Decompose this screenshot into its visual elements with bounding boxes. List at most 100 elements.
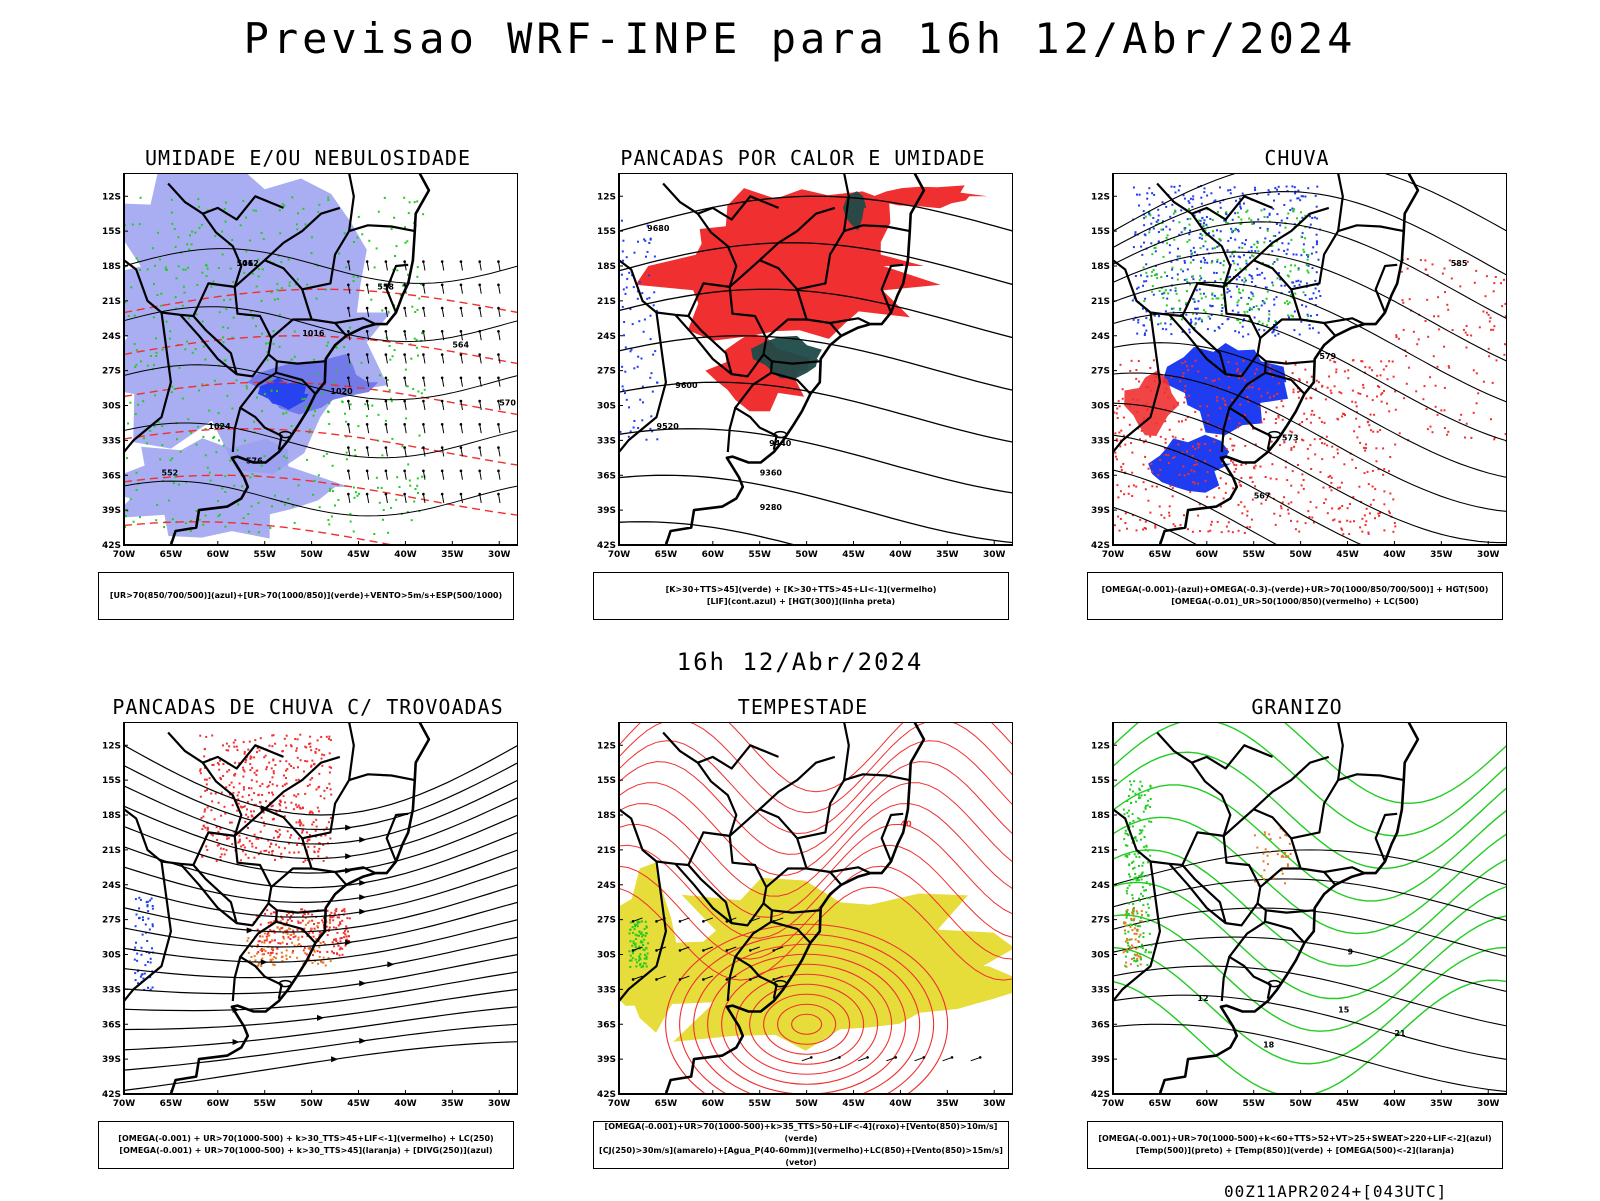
temp850-green	[1127, 795, 1130, 797]
wind-vector-head	[365, 283, 369, 287]
wind850-green	[634, 946, 637, 949]
thunder-red	[303, 770, 305, 773]
humidity-green	[377, 486, 379, 489]
temp850-green	[1135, 800, 1137, 803]
omega-blue	[1226, 318, 1229, 321]
thunder-orange	[263, 941, 266, 944]
wind-vector-head	[478, 423, 481, 426]
temp850-green	[1130, 881, 1133, 884]
omega-red	[1361, 530, 1364, 533]
humidity-green	[242, 199, 245, 202]
omega-blue	[1191, 205, 1194, 208]
temp850-contour	[1112, 849, 1507, 967]
omega-green	[1243, 281, 1246, 283]
omega-red	[1382, 473, 1385, 476]
wind850-green	[643, 949, 646, 952]
omega-red	[1187, 369, 1189, 372]
omega-blue	[1224, 219, 1227, 222]
thunder-red	[339, 937, 342, 940]
thunder-red	[199, 769, 202, 772]
omega-green	[1290, 314, 1293, 317]
thunder-red	[309, 745, 312, 748]
thunder-red	[222, 744, 224, 747]
humidity-green	[224, 475, 227, 478]
humidity-green	[341, 400, 344, 403]
temp850-green	[1123, 813, 1126, 816]
thunder-red	[227, 749, 230, 752]
thunder-red	[236, 809, 239, 812]
omega-red	[1227, 375, 1230, 377]
wind-vector	[422, 424, 426, 434]
hgt500-contour	[1112, 221, 1507, 320]
divg-blue	[142, 919, 144, 921]
humidity-green	[253, 420, 256, 423]
omega-blue	[1285, 185, 1288, 188]
omega-red	[1394, 525, 1397, 528]
omega-red	[1254, 464, 1257, 467]
omega-green	[1245, 259, 1248, 262]
thunder-orange	[271, 958, 274, 961]
temp850-green	[1126, 833, 1129, 835]
thunder-red	[300, 929, 303, 932]
lat-tick-label: 27S	[1091, 916, 1110, 926]
omega-blue	[1186, 218, 1189, 221]
omega-red	[1198, 443, 1201, 446]
temp850-green	[1135, 839, 1138, 842]
omega-blue	[1272, 207, 1275, 210]
divg-blue	[134, 946, 137, 949]
thunder-red	[244, 761, 247, 764]
humidity-green	[348, 326, 351, 329]
pressure-contour	[123, 480, 518, 517]
omega-red	[1164, 438, 1167, 441]
humidity-green	[386, 379, 389, 381]
omega-blue	[1151, 192, 1154, 195]
thunder-orange	[257, 962, 260, 965]
wind-vector-head	[772, 949, 776, 952]
omega-red	[1338, 506, 1341, 509]
temp850-green	[1125, 910, 1128, 913]
omega-green	[1225, 221, 1227, 224]
thunder-red	[214, 792, 217, 795]
omega500-orange	[1136, 957, 1139, 960]
omega-green	[1245, 211, 1248, 213]
thunder-red	[255, 780, 258, 783]
omega-red	[1331, 507, 1334, 510]
omega-green	[1157, 222, 1160, 225]
omega-green	[1153, 247, 1156, 250]
omega-blue	[1235, 199, 1237, 202]
wind-vector	[385, 261, 388, 271]
contour-label: 21	[1394, 1029, 1406, 1038]
thunder-red	[242, 806, 245, 808]
thunder-orange	[316, 922, 319, 925]
omega-red	[1209, 529, 1212, 532]
omega-blue	[1196, 307, 1199, 310]
thunder-red	[320, 736, 323, 738]
thunder-red	[335, 927, 338, 929]
wind850-green	[641, 935, 644, 938]
humidity-green	[412, 387, 415, 390]
lif-blue	[623, 334, 625, 337]
omega500-orange	[1122, 922, 1125, 925]
thunder-red	[306, 840, 309, 843]
wind-vector-head	[497, 376, 500, 380]
omega-red	[1163, 447, 1166, 450]
thunder-red	[249, 757, 252, 760]
omega-red	[1342, 413, 1345, 415]
temp850-green	[1133, 780, 1136, 783]
thunder-red	[343, 910, 346, 913]
thunder-red	[326, 787, 329, 789]
omega-blue	[1233, 186, 1236, 189]
humidity-green	[316, 264, 319, 267]
omega500-orange	[1140, 920, 1143, 923]
lon-tick-label: 60W	[702, 550, 725, 560]
omega-red	[1373, 413, 1376, 416]
country-border	[1323, 866, 1365, 875]
omega-blue	[1189, 229, 1191, 232]
wind850-green	[635, 923, 638, 926]
wind-vector	[460, 331, 463, 341]
lon-tick-label: 35W	[441, 1099, 464, 1109]
humidity-green	[223, 299, 225, 302]
omega-red	[1275, 418, 1278, 420]
omega-red	[1151, 470, 1153, 473]
omega500-orange	[1260, 874, 1263, 877]
